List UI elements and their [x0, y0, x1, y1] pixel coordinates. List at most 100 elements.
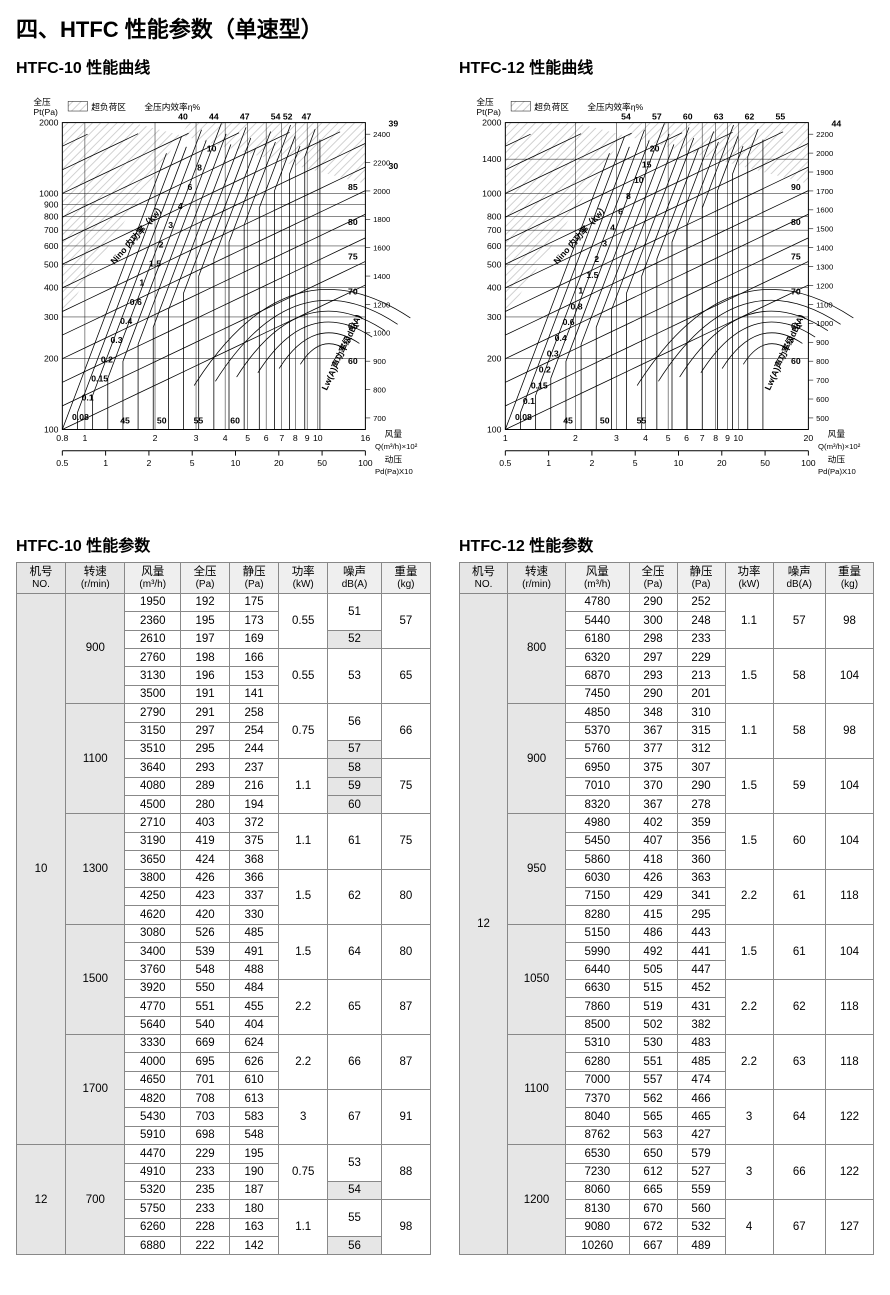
- cell-value: 229: [181, 1145, 230, 1163]
- cell-value: 297: [181, 722, 230, 740]
- cell-value: 312: [677, 740, 725, 758]
- col-header: 机号NO.: [460, 563, 508, 594]
- cell-value: 424: [181, 851, 230, 869]
- cell-value: 447: [677, 961, 725, 979]
- svg-text:100: 100: [801, 458, 816, 468]
- svg-text:39: 39: [389, 118, 399, 128]
- chart-htfc12: 1002003004005006007008001000140020001234…: [459, 84, 874, 499]
- cell-kw: 3: [279, 1090, 328, 1145]
- svg-text:4: 4: [223, 433, 228, 443]
- cell-value: 370: [629, 777, 677, 795]
- svg-text:8: 8: [293, 433, 298, 443]
- svg-text:55: 55: [776, 112, 786, 122]
- cell-kw: 2.2: [725, 1034, 773, 1089]
- svg-text:Pd(Pa)X10: Pd(Pa)X10: [375, 467, 413, 476]
- svg-text:4: 4: [643, 433, 648, 443]
- cell-db: 54: [328, 1181, 382, 1199]
- cell-value: 613: [230, 1090, 279, 1108]
- cell-kw: 0.75: [279, 1145, 328, 1200]
- svg-text:9: 9: [725, 433, 730, 443]
- cell-value: 258: [230, 704, 279, 722]
- svg-text:40: 40: [178, 112, 188, 122]
- charts-row: HTFC-10 性能曲线 100200300400500600700800900…: [16, 50, 874, 528]
- cell-value: 6180: [566, 630, 629, 648]
- svg-text:55: 55: [194, 416, 204, 426]
- cell-value: 4910: [125, 1163, 181, 1181]
- cell-value: 3150: [125, 722, 181, 740]
- svg-text:1: 1: [82, 433, 87, 443]
- cell-value: 175: [230, 593, 279, 611]
- svg-text:全压: 全压: [476, 96, 494, 107]
- svg-text:4: 4: [610, 222, 615, 232]
- col-header: 重量(kg): [825, 563, 873, 594]
- cell-value: 4850: [566, 704, 629, 722]
- svg-text:60: 60: [791, 356, 801, 366]
- cell-kw: 3: [725, 1090, 773, 1145]
- svg-text:70: 70: [348, 286, 358, 296]
- cell-value: 290: [629, 593, 677, 611]
- svg-text:1: 1: [103, 458, 108, 468]
- svg-text:6: 6: [188, 182, 193, 192]
- svg-text:1: 1: [503, 433, 508, 443]
- svg-text:1500: 1500: [816, 225, 833, 234]
- svg-text:1000: 1000: [816, 319, 833, 328]
- cell-value: 293: [181, 759, 230, 777]
- cell-value: 423: [181, 887, 230, 905]
- cell-value: 3760: [125, 961, 181, 979]
- svg-text:600: 600: [816, 395, 829, 404]
- cell-value: 191: [181, 685, 230, 703]
- cell-value: 295: [181, 740, 230, 758]
- cell-value: 2610: [125, 630, 181, 648]
- right-col-charts: HTFC-12 性能曲线 100200300400500600700800100…: [459, 50, 874, 528]
- cell-value: 248: [677, 612, 725, 630]
- cell-value: 6440: [566, 961, 629, 979]
- cell-db: 61: [773, 869, 825, 924]
- svg-text:60: 60: [230, 416, 240, 426]
- cell-value: 6880: [125, 1237, 181, 1255]
- svg-text:20: 20: [717, 458, 727, 468]
- table-row: 110053105304832.263118: [460, 1034, 874, 1052]
- svg-text:10: 10: [733, 433, 743, 443]
- cell-value: 252: [677, 593, 725, 611]
- svg-text:1700: 1700: [816, 187, 833, 196]
- right-col-table: HTFC-12 性能参数 机号NO.转速(r/min)风量(m³/h)全压(Pa…: [459, 528, 874, 1255]
- cell-kw: 2.2: [279, 1034, 328, 1089]
- cell-value: 2710: [125, 814, 181, 832]
- cell-value: 3080: [125, 924, 181, 942]
- cell-value: 360: [677, 851, 725, 869]
- cell-value: 169: [230, 630, 279, 648]
- cell-db: 67: [328, 1090, 382, 1145]
- svg-text:600: 600: [44, 241, 59, 251]
- svg-text:8: 8: [713, 433, 718, 443]
- cell-rpm: 1100: [508, 1034, 566, 1144]
- cell-kg: 122: [825, 1145, 873, 1200]
- svg-text:45: 45: [563, 416, 573, 426]
- svg-text:10: 10: [207, 144, 217, 154]
- cell-value: 6870: [566, 667, 629, 685]
- svg-text:2: 2: [146, 458, 151, 468]
- cell-value: 8280: [566, 906, 629, 924]
- svg-text:60: 60: [683, 112, 693, 122]
- table-row: 170033306696242.26687: [17, 1034, 431, 1052]
- svg-text:3: 3: [194, 433, 199, 443]
- cell-value: 3400: [125, 943, 181, 961]
- cell-db: 67: [773, 1200, 825, 1255]
- cell-value: 367: [629, 722, 677, 740]
- cell-value: 708: [181, 1090, 230, 1108]
- svg-text:45: 45: [120, 416, 130, 426]
- svg-text:75: 75: [791, 252, 801, 262]
- table-row: 1270044702291950.755388: [17, 1145, 431, 1163]
- svg-text:4: 4: [178, 201, 183, 211]
- cell-value: 7230: [566, 1163, 629, 1181]
- svg-text:7: 7: [279, 433, 284, 443]
- svg-text:1000: 1000: [39, 189, 58, 199]
- cell-value: 141: [230, 685, 279, 703]
- svg-text:900: 900: [816, 338, 829, 347]
- cell-value: 483: [677, 1034, 725, 1052]
- svg-text:2: 2: [159, 239, 164, 249]
- svg-text:0.4: 0.4: [555, 333, 567, 343]
- cell-value: 5990: [566, 943, 629, 961]
- col-header: 功率(kW): [725, 563, 773, 594]
- cell-kg: 75: [381, 759, 430, 814]
- cell-kw: 0.55: [279, 593, 328, 648]
